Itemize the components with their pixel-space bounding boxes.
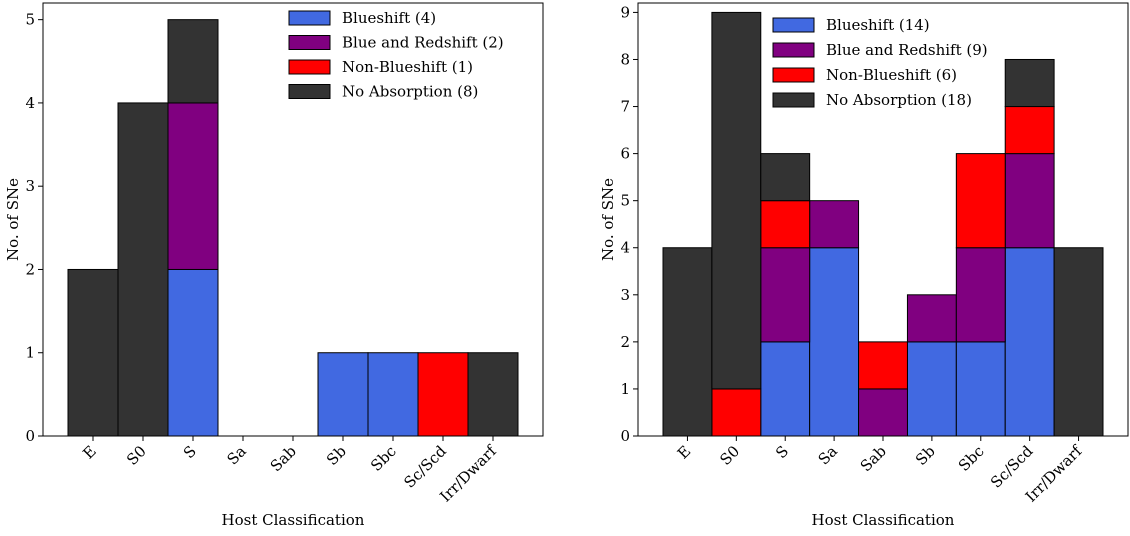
x-axis-label: Host Classification (812, 511, 955, 529)
x-tick-label: E (79, 442, 99, 462)
bar-segment (1004, 106, 1055, 155)
legend-swatch (288, 59, 331, 75)
bar-segment (760, 200, 811, 249)
x-tick-label: Sa (224, 442, 250, 468)
y-tick-label: 5 (25, 11, 35, 29)
x-tick-label: Sa (815, 442, 841, 468)
legend-label: Blueshift (14) (826, 16, 930, 34)
x-tick-label: S0 (123, 442, 150, 469)
y-tick-label: 4 (25, 94, 35, 112)
bar-segment (1053, 247, 1104, 437)
bar-segment (167, 19, 219, 104)
legend-swatch (288, 84, 331, 99)
bar-segment (117, 102, 169, 437)
bar-segment (662, 247, 713, 437)
bar-segment (1004, 153, 1055, 249)
bar-segment (955, 341, 1006, 437)
y-tick-label: 5 (620, 192, 630, 210)
x-tick-label: Sbc (955, 442, 988, 475)
legend-label: Blue and Redshift (2) (342, 34, 504, 52)
bar-segment (760, 153, 811, 202)
legend-label: Non-Blueshift (1) (342, 58, 473, 76)
legend-swatch (772, 67, 815, 83)
legend-swatch (772, 42, 815, 58)
x-tick-label: S0 (716, 442, 743, 469)
bar-segment (367, 352, 419, 437)
y-tick-label: 2 (620, 333, 630, 351)
bar-segment (467, 352, 519, 437)
legend-label: Blue and Redshift (9) (826, 41, 988, 59)
y-tick-label: 3 (620, 286, 630, 304)
legend-label: No Absorption (8) (342, 83, 478, 101)
x-tick-label: Irr/Dwarf (436, 441, 501, 506)
x-tick-label: Sbc (367, 442, 400, 475)
bar-segment (67, 268, 119, 437)
bar-segment (906, 294, 957, 343)
y-tick-label: 9 (620, 3, 630, 21)
bar-segment (1004, 247, 1055, 437)
bar-segment (809, 247, 860, 437)
y-axis-label: No. of SNe (4, 178, 22, 261)
legend-label: No Absorption (18) (826, 91, 972, 109)
bar-segment (711, 11, 762, 390)
legend-swatch (288, 35, 331, 50)
y-tick-label: 1 (25, 344, 35, 362)
y-tick-label: 0 (25, 427, 35, 445)
y-tick-label: 6 (620, 145, 630, 163)
x-axis-label: Host Classification (222, 511, 365, 529)
bar-segment (809, 200, 860, 249)
bar-segment (417, 352, 469, 437)
y-tick-label: 8 (620, 50, 630, 68)
bar-segment (955, 247, 1006, 343)
legend-swatch (772, 17, 815, 33)
y-tick-label: 4 (620, 239, 630, 257)
bar-segment (317, 352, 369, 437)
bar-segment (858, 388, 908, 437)
y-tick-label: 1 (620, 380, 630, 398)
x-tick-label: E (674, 442, 694, 462)
bar-segment (1004, 58, 1055, 108)
y-tick-label: 2 (25, 260, 35, 278)
bar-segment (760, 247, 811, 343)
x-tick-label: Sab (267, 442, 300, 475)
bar-segment (858, 341, 908, 390)
bar-segment (711, 388, 762, 437)
bar-segment (760, 341, 811, 437)
legend-swatch (288, 10, 331, 26)
legend-label: Non-Blueshift (6) (826, 66, 957, 84)
x-tick-label: Sb (323, 442, 350, 469)
x-tick-label: S (772, 442, 792, 462)
x-tick-label: Sb (912, 442, 939, 469)
y-tick-label: 3 (25, 177, 35, 195)
x-tick-label: Sc/Scd (400, 442, 450, 492)
x-tick-label: S (180, 442, 200, 462)
x-tick-label: Sab (857, 442, 890, 475)
bar-segment (955, 153, 1006, 249)
y-tick-label: 0 (620, 427, 630, 445)
bar-segment (167, 268, 219, 437)
y-tick-label: 7 (620, 98, 630, 116)
bar-segment (906, 341, 957, 437)
legend-label: Blueshift (4) (342, 9, 436, 27)
bar-segment (167, 102, 219, 270)
y-axis-label: No. of SNe (599, 178, 617, 261)
legend-swatch (772, 92, 815, 108)
